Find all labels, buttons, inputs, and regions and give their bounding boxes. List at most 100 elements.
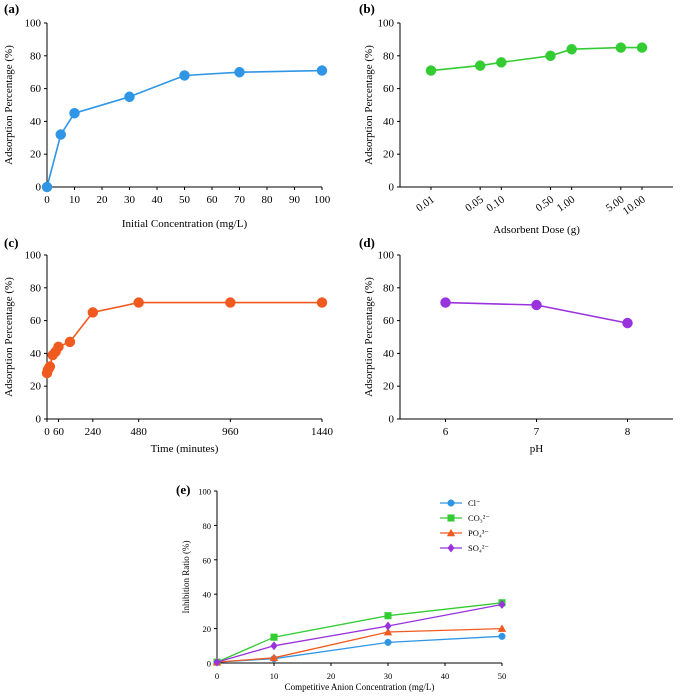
data-point bbox=[447, 543, 455, 553]
series-line bbox=[46, 69, 323, 188]
y-tick-label: 20 bbox=[30, 381, 42, 393]
y-tick-label: 20 bbox=[383, 381, 395, 393]
y-tick-label: 60 bbox=[30, 83, 42, 95]
y-tick-label: 40 bbox=[30, 348, 42, 360]
y-tick-label: 20 bbox=[383, 149, 395, 161]
x-tick-label: 6 bbox=[443, 426, 449, 438]
data-point bbox=[531, 299, 542, 311]
series-e-3 bbox=[213, 599, 506, 667]
x-axis-title: Initial Concentration (mg/L) bbox=[122, 218, 248, 230]
y-tick-label: 60 bbox=[30, 315, 42, 327]
data-point bbox=[384, 612, 392, 620]
chart-d: (d) 0 20 40 60 80 100 6 7 8 pH Adsorption Percentag… bbox=[359, 235, 673, 455]
y-tick-label: 0 bbox=[207, 659, 211, 669]
data-point bbox=[316, 65, 328, 76]
data-point bbox=[447, 499, 455, 507]
series-d-0 bbox=[440, 297, 633, 329]
x-tick-label: 0.50 bbox=[534, 193, 557, 214]
x-tick-label: 1.00 bbox=[555, 193, 578, 214]
data-point bbox=[440, 297, 451, 308]
y-tick-label: 80 bbox=[30, 50, 42, 62]
x-tick-label: 0.05 bbox=[463, 193, 486, 214]
x-axis-title: pH bbox=[530, 443, 544, 455]
data-point bbox=[270, 641, 278, 651]
panel-label-e: (e) bbox=[176, 482, 190, 497]
y-tick-label: 60 bbox=[383, 315, 395, 327]
data-point bbox=[383, 627, 393, 636]
y-tick-label: 100 bbox=[378, 250, 395, 262]
y-axis-title: Adsorption Percentage (%) bbox=[363, 277, 375, 397]
data-point bbox=[270, 633, 278, 641]
data-point bbox=[213, 657, 221, 667]
data-point bbox=[496, 57, 507, 68]
data-point bbox=[497, 624, 507, 632]
y-tick-label: 80 bbox=[30, 282, 42, 294]
y-tick-label: 40 bbox=[203, 590, 212, 600]
y-tick-label: 0 bbox=[36, 182, 42, 194]
data-point bbox=[545, 50, 556, 62]
x-tick-label: 1440 bbox=[311, 426, 334, 438]
data-point bbox=[446, 528, 456, 537]
y-axis-title: Adsorption Percentage (%) bbox=[363, 45, 375, 165]
x-tick-label: 0.01 bbox=[414, 194, 437, 215]
chart-a: (a) 0 20 40 60 80 100 0 10 20 30 40 50 60 70 80 90 100 Ini… bbox=[3, 1, 331, 230]
data-point bbox=[474, 60, 486, 71]
series-e-1 bbox=[213, 599, 506, 666]
series-a-0 bbox=[41, 65, 328, 193]
x-axis-title: Competitive Anion Concentration (mg/L) bbox=[285, 682, 435, 692]
y-tick-label: 20 bbox=[30, 149, 42, 161]
chart-e: (e) 0 20 40 60 80 100 0 10 20 30 40 50 Competitive An… bbox=[176, 482, 506, 692]
x-tick-label: 0 bbox=[44, 426, 50, 438]
series-c-0 bbox=[41, 297, 328, 379]
panel-label-b: (b) bbox=[359, 1, 375, 16]
panel-label-d: (d) bbox=[359, 235, 375, 250]
data-point bbox=[269, 653, 279, 662]
x-tick-label: 30 bbox=[124, 194, 136, 206]
series-line bbox=[216, 602, 503, 663]
y-tick-label: 40 bbox=[383, 116, 395, 128]
series-line bbox=[430, 46, 642, 72]
legend-label: PO₄³⁻ bbox=[468, 528, 489, 538]
series-line bbox=[216, 627, 503, 663]
data-point bbox=[384, 638, 392, 646]
y-axis-title: Adsorption Percentage (%) bbox=[3, 45, 15, 165]
legend: Cl⁻ CO₃²⁻ PO₄³⁻ SO₄²⁻ bbox=[440, 498, 490, 553]
x-tick-label: 20 bbox=[97, 194, 109, 206]
data-point bbox=[87, 307, 99, 318]
data-point bbox=[425, 65, 437, 76]
x-tick-label: 8 bbox=[625, 426, 631, 438]
x-tick-label: 0 bbox=[215, 671, 219, 681]
x-tick-label: 0.10 bbox=[484, 193, 507, 214]
data-point bbox=[55, 129, 66, 140]
data-point bbox=[615, 42, 627, 53]
data-point bbox=[316, 297, 328, 308]
series-b-0 bbox=[425, 42, 648, 76]
x-tick-label: 50 bbox=[179, 194, 191, 206]
y-tick-label: 60 bbox=[203, 555, 212, 565]
x-tick-label: 60 bbox=[53, 426, 65, 438]
x-tick-label: 240 bbox=[85, 426, 102, 438]
x-tick-label: 960 bbox=[222, 426, 239, 438]
data-point bbox=[41, 181, 53, 193]
data-point bbox=[179, 70, 190, 81]
data-point bbox=[234, 66, 245, 78]
x-tick-label: 480 bbox=[130, 426, 147, 438]
data-point bbox=[44, 361, 56, 372]
legend-label: Cl⁻ bbox=[468, 498, 481, 508]
y-tick-label: 0 bbox=[36, 414, 42, 426]
x-axis-title: Adsorbent Dose (g) bbox=[493, 224, 580, 236]
data-point bbox=[69, 107, 80, 119]
x-tick-label: 0 bbox=[44, 194, 50, 206]
panel-label-a: (a) bbox=[4, 1, 19, 16]
x-tick-label: 40 bbox=[152, 194, 164, 206]
y-tick-label: 80 bbox=[203, 521, 212, 531]
x-tick-label: 40 bbox=[441, 671, 450, 681]
x-tick-label: 50 bbox=[498, 671, 507, 681]
x-tick-label: 20 bbox=[327, 671, 336, 681]
data-point bbox=[447, 514, 455, 522]
data-point bbox=[124, 91, 135, 103]
x-tick-label: 10.00 bbox=[621, 193, 649, 217]
data-point bbox=[636, 42, 648, 53]
y-tick-label: 0 bbox=[389, 182, 395, 194]
